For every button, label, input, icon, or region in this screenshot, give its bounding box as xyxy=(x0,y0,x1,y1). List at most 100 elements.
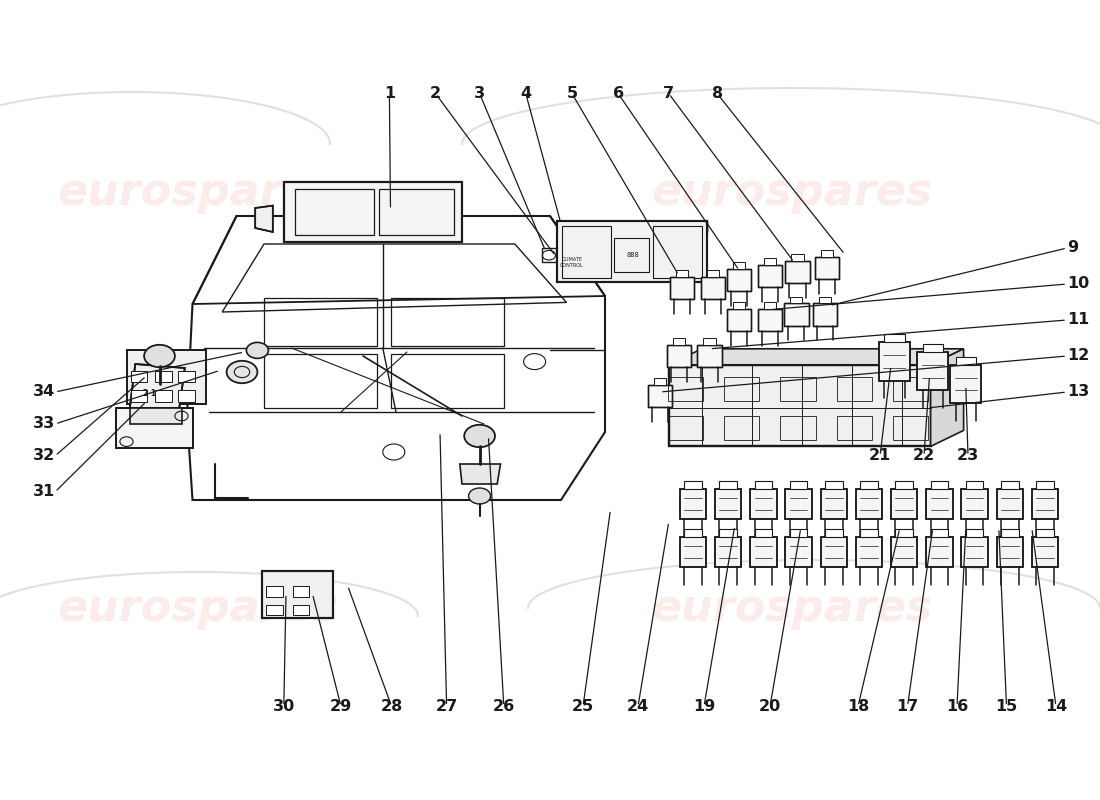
FancyBboxPatch shape xyxy=(997,489,1023,519)
Text: 30: 30 xyxy=(273,699,295,714)
FancyBboxPatch shape xyxy=(707,270,719,277)
FancyBboxPatch shape xyxy=(931,481,948,489)
Circle shape xyxy=(469,488,491,504)
Text: 2 1: 2 1 xyxy=(143,389,156,398)
FancyBboxPatch shape xyxy=(860,529,878,537)
FancyBboxPatch shape xyxy=(673,338,684,345)
FancyBboxPatch shape xyxy=(891,489,917,519)
FancyBboxPatch shape xyxy=(790,481,807,489)
FancyBboxPatch shape xyxy=(856,537,882,567)
FancyBboxPatch shape xyxy=(923,344,943,352)
Text: 29: 29 xyxy=(330,699,352,714)
FancyBboxPatch shape xyxy=(1032,489,1058,519)
FancyBboxPatch shape xyxy=(734,262,746,269)
FancyBboxPatch shape xyxy=(966,481,983,489)
FancyBboxPatch shape xyxy=(704,338,716,345)
Text: 2: 2 xyxy=(430,86,441,101)
FancyBboxPatch shape xyxy=(266,586,283,597)
FancyBboxPatch shape xyxy=(669,365,931,446)
FancyBboxPatch shape xyxy=(750,537,777,567)
FancyBboxPatch shape xyxy=(860,481,878,489)
FancyBboxPatch shape xyxy=(997,537,1023,567)
FancyBboxPatch shape xyxy=(715,537,741,567)
Text: 10: 10 xyxy=(1067,277,1089,291)
FancyBboxPatch shape xyxy=(734,302,746,309)
FancyBboxPatch shape xyxy=(262,571,333,618)
Text: 8: 8 xyxy=(712,86,723,101)
Text: 27: 27 xyxy=(436,699,458,714)
Text: 26: 26 xyxy=(493,699,515,714)
Polygon shape xyxy=(255,206,273,232)
Text: 16: 16 xyxy=(946,699,968,714)
Text: 19: 19 xyxy=(693,699,715,714)
FancyBboxPatch shape xyxy=(785,489,812,519)
Text: 25: 25 xyxy=(572,699,594,714)
Text: 7: 7 xyxy=(663,86,674,101)
Polygon shape xyxy=(130,408,182,424)
Text: 15: 15 xyxy=(996,699,1018,714)
FancyBboxPatch shape xyxy=(785,261,810,283)
FancyBboxPatch shape xyxy=(931,529,948,537)
FancyBboxPatch shape xyxy=(701,277,725,299)
FancyBboxPatch shape xyxy=(653,378,667,385)
FancyBboxPatch shape xyxy=(950,365,981,403)
FancyBboxPatch shape xyxy=(715,489,741,519)
Text: 22: 22 xyxy=(913,449,935,463)
FancyBboxPatch shape xyxy=(825,481,843,489)
FancyBboxPatch shape xyxy=(131,390,147,402)
Polygon shape xyxy=(116,408,192,448)
FancyBboxPatch shape xyxy=(1001,529,1019,537)
FancyBboxPatch shape xyxy=(697,345,722,367)
FancyBboxPatch shape xyxy=(1036,529,1054,537)
FancyBboxPatch shape xyxy=(266,605,283,615)
FancyBboxPatch shape xyxy=(542,248,556,262)
FancyBboxPatch shape xyxy=(821,489,847,519)
FancyBboxPatch shape xyxy=(758,265,782,287)
FancyBboxPatch shape xyxy=(719,529,737,537)
Text: 888: 888 xyxy=(626,252,639,258)
FancyBboxPatch shape xyxy=(891,537,917,567)
FancyBboxPatch shape xyxy=(790,529,807,537)
FancyBboxPatch shape xyxy=(727,309,751,331)
FancyBboxPatch shape xyxy=(293,605,309,615)
Text: CLIMATE
CONTROL: CLIMATE CONTROL xyxy=(560,257,584,268)
FancyBboxPatch shape xyxy=(684,529,702,537)
FancyBboxPatch shape xyxy=(727,269,751,291)
FancyBboxPatch shape xyxy=(821,537,847,567)
FancyBboxPatch shape xyxy=(884,334,904,342)
Text: eurospares: eurospares xyxy=(57,170,339,214)
Text: 18: 18 xyxy=(847,699,869,714)
FancyBboxPatch shape xyxy=(784,303,808,326)
Polygon shape xyxy=(130,364,185,408)
Text: 3: 3 xyxy=(474,86,485,101)
FancyBboxPatch shape xyxy=(792,254,803,261)
Text: 20: 20 xyxy=(759,699,781,714)
FancyBboxPatch shape xyxy=(680,489,706,519)
FancyBboxPatch shape xyxy=(755,529,772,537)
FancyBboxPatch shape xyxy=(956,357,976,365)
Text: eurospares: eurospares xyxy=(57,586,339,630)
FancyBboxPatch shape xyxy=(680,537,706,567)
FancyBboxPatch shape xyxy=(926,537,953,567)
FancyBboxPatch shape xyxy=(785,537,812,567)
Circle shape xyxy=(246,342,268,358)
Text: 21: 21 xyxy=(869,449,891,463)
FancyBboxPatch shape xyxy=(895,481,913,489)
FancyBboxPatch shape xyxy=(895,529,913,537)
FancyBboxPatch shape xyxy=(1032,537,1058,567)
FancyBboxPatch shape xyxy=(790,297,803,303)
FancyBboxPatch shape xyxy=(670,277,694,299)
FancyBboxPatch shape xyxy=(917,352,948,390)
FancyBboxPatch shape xyxy=(1036,481,1054,489)
FancyBboxPatch shape xyxy=(126,350,206,404)
Text: 23: 23 xyxy=(957,449,979,463)
Text: 31: 31 xyxy=(33,485,55,499)
FancyBboxPatch shape xyxy=(648,385,672,407)
FancyBboxPatch shape xyxy=(961,489,988,519)
Text: 12: 12 xyxy=(1067,349,1089,363)
FancyBboxPatch shape xyxy=(557,221,707,282)
Polygon shape xyxy=(460,464,500,484)
FancyBboxPatch shape xyxy=(755,481,772,489)
FancyBboxPatch shape xyxy=(719,481,737,489)
FancyBboxPatch shape xyxy=(1001,481,1019,489)
